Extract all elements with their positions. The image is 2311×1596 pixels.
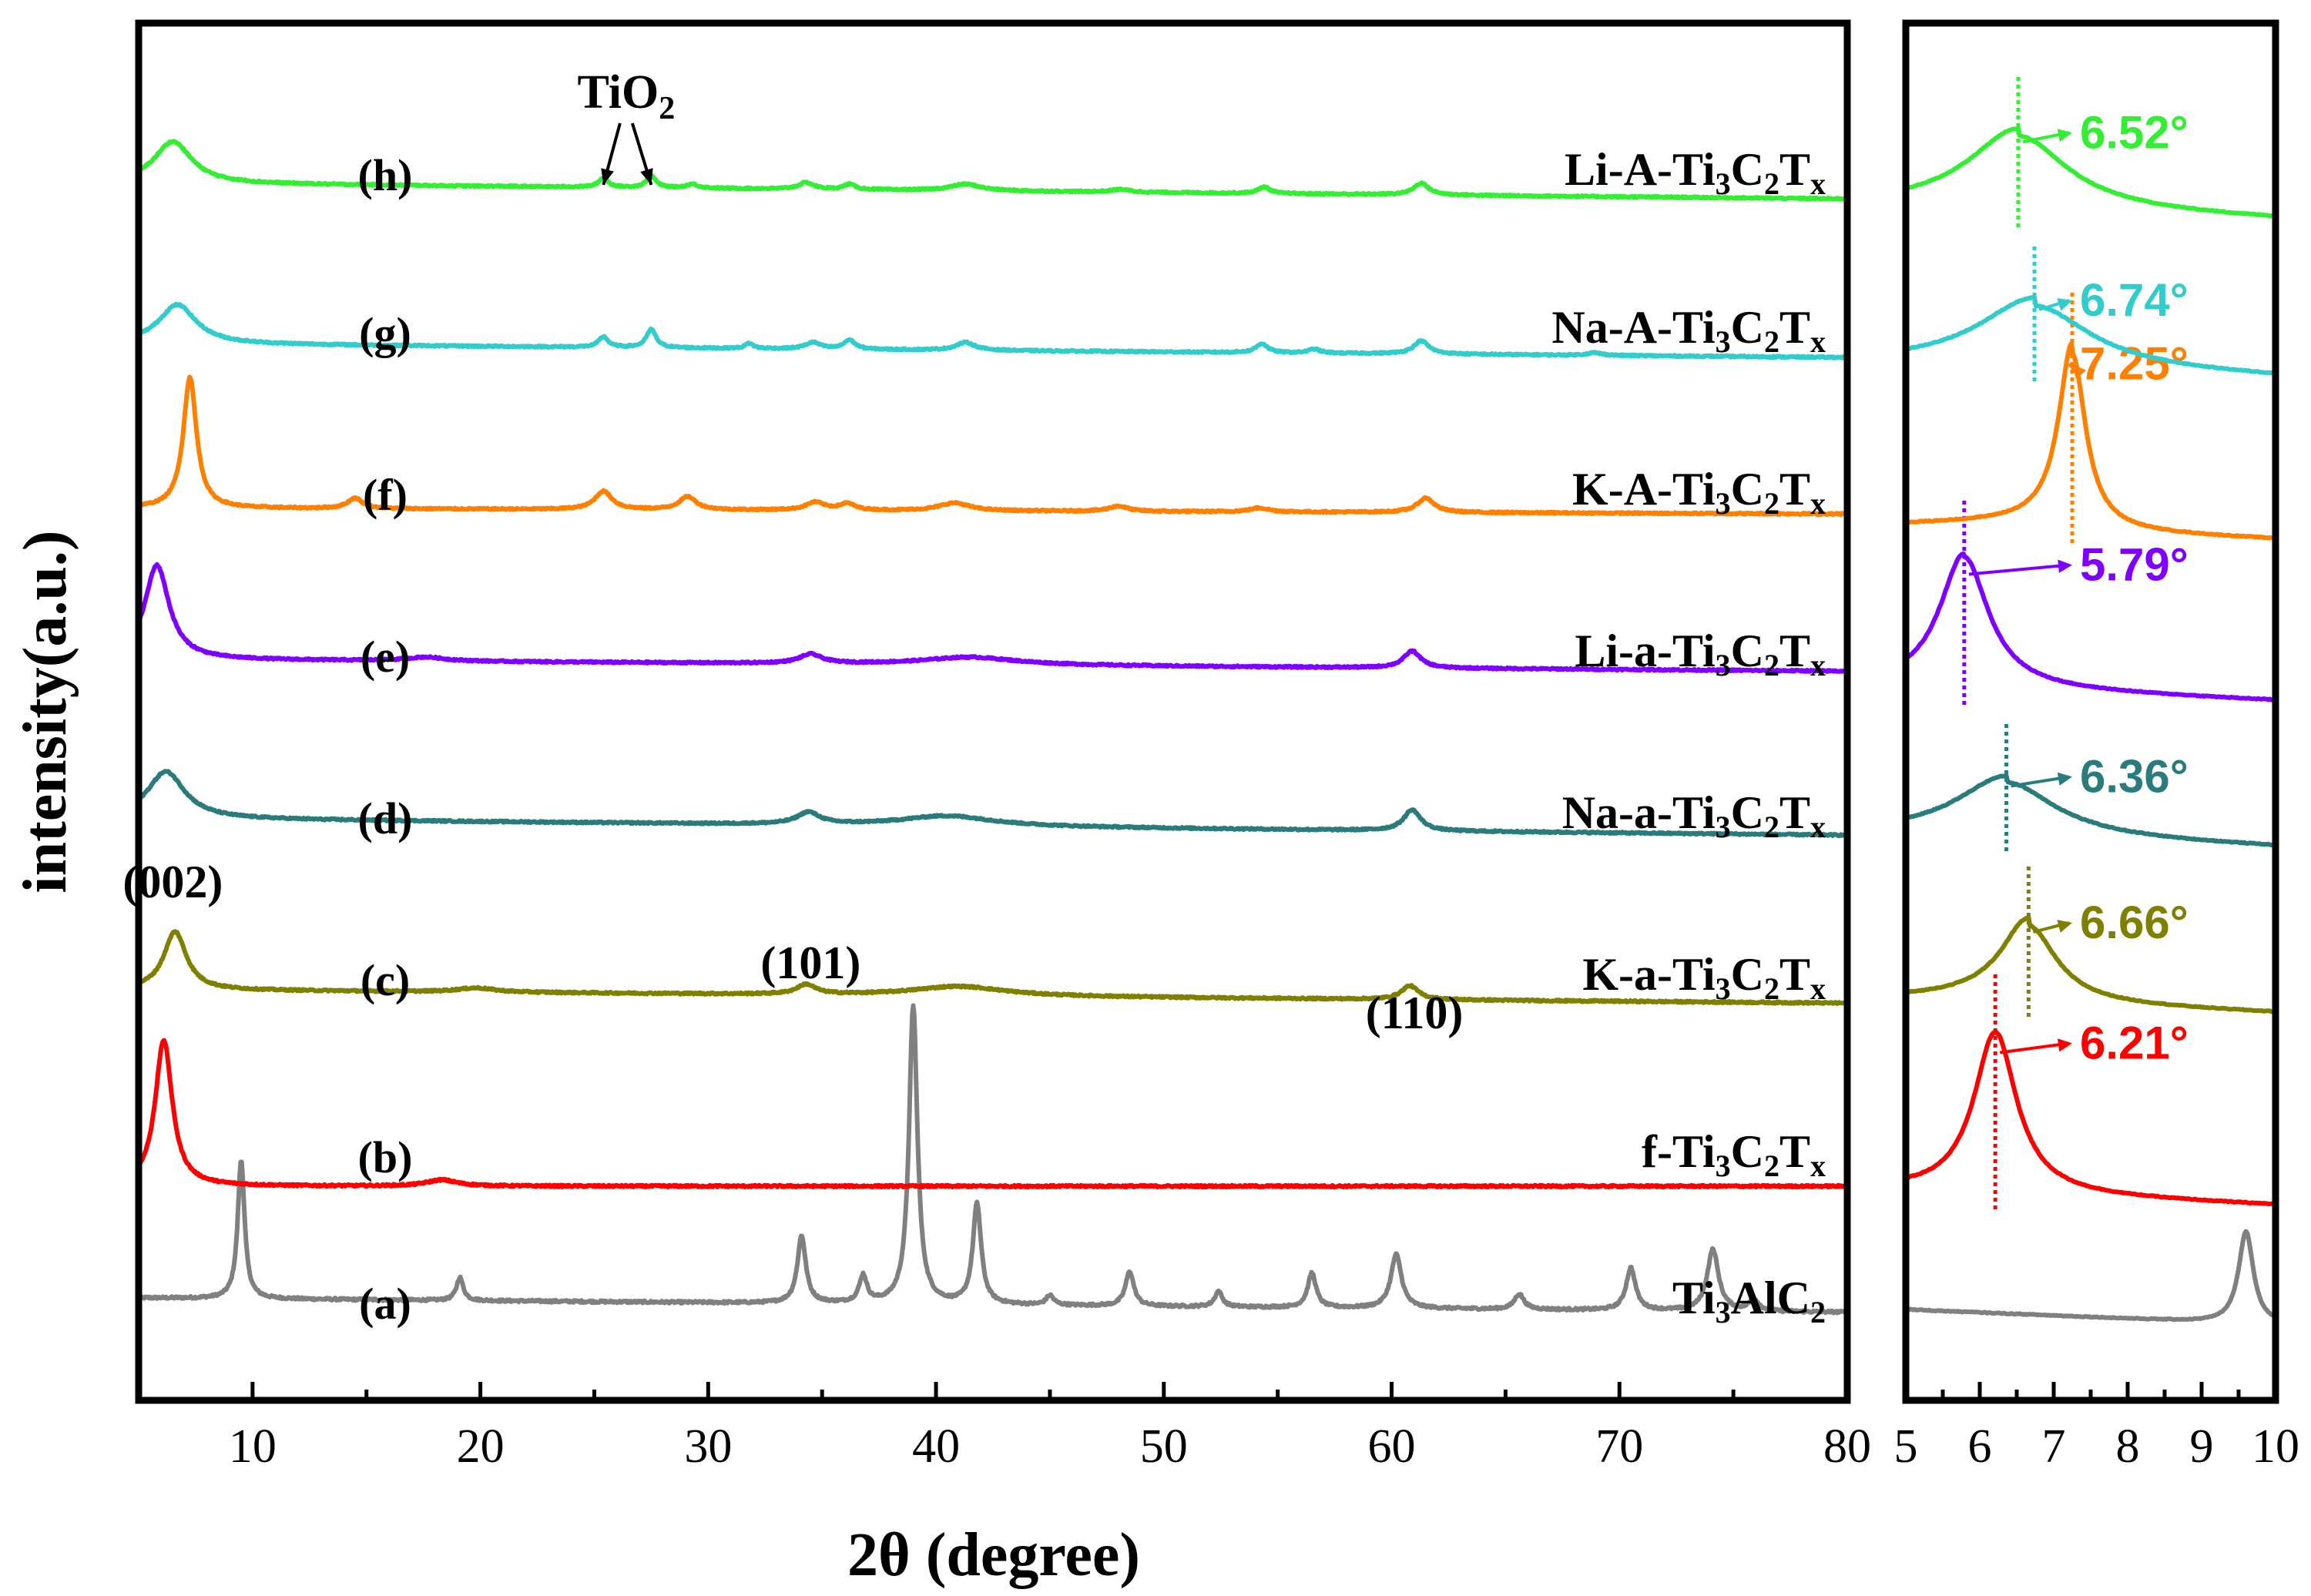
series-line-d xyxy=(136,769,1849,838)
series-name-d: Na-a-Ti3C2Tx xyxy=(1562,787,1826,844)
zoom-peak-arrowhead-e xyxy=(2058,559,2072,573)
zoom-xtick-label-8: 8 xyxy=(2116,1420,2140,1473)
zoom-series-line-h xyxy=(1904,126,2277,219)
zoom-peak-label-h: 6.52° xyxy=(2080,106,2189,158)
series-name-e: Li-a-Ti3C2Tx xyxy=(1575,625,1826,682)
zoom-peak-arrowhead-f xyxy=(2072,364,2087,379)
tio2-arrowhead-0 xyxy=(601,168,614,185)
zoom-xtick-label-6: 6 xyxy=(1968,1420,1992,1473)
series-name-g: Na-A-Ti3C2Tx xyxy=(1551,302,1826,359)
zoom-series-line-c xyxy=(1904,915,2277,1014)
zoom-peak-arrow-e xyxy=(1968,563,2070,576)
series-name-c: K-a-Ti3C2Tx xyxy=(1582,949,1826,1006)
series-letter-a: (a) xyxy=(359,1279,411,1329)
zoom-series-line-b xyxy=(1904,1029,2277,1207)
zoom-peak-arrowhead-c xyxy=(2057,920,2072,933)
zoom-series-line-a xyxy=(1904,1229,2277,1323)
zoom-xtick-label-10: 10 xyxy=(2252,1420,2299,1473)
series-line-a xyxy=(136,1003,1848,1316)
zoom-xtick-label-5: 5 xyxy=(1894,1420,1918,1473)
zoom-panel-curves: 6.21°6.66°6.36°5.79°7.25°6.74°6.52° xyxy=(1904,77,2277,1323)
zoom-peak-label-d: 6.36° xyxy=(2080,751,2189,803)
series-letter-d: (d) xyxy=(358,793,413,843)
zoom-peak-label-b: 6.21° xyxy=(2080,1018,2189,1069)
x-axis-label: 2θ (degree) xyxy=(847,1521,1140,1589)
labels-layer: (a) Ti3AlC2 (b) f-Ti3C2Tx (c) K-a-Ti3C2Tx (d) N… xyxy=(122,66,1826,1329)
series-letter-f: (f) xyxy=(363,470,408,520)
main-xtick-label-80: 80 xyxy=(1823,1420,1871,1473)
zoom-peak-arrowhead-b xyxy=(2057,1038,2072,1052)
zoom-peak-arrow-b xyxy=(1999,1041,2070,1054)
main-xtick-label-60: 60 xyxy=(1368,1420,1416,1473)
zoom-peak-arrowhead-d xyxy=(2057,772,2072,786)
series-letter-e: (e) xyxy=(361,632,410,682)
zoom-peak-arrowhead-h xyxy=(2057,129,2072,142)
series-name-a: Ti3AlC2 xyxy=(1672,1272,1826,1329)
zoom-peak-arrowhead-g xyxy=(2057,297,2072,311)
series-line-c xyxy=(137,929,1848,1006)
main-xtick-label-10: 10 xyxy=(229,1420,277,1473)
hkl-label-1: (101) xyxy=(760,937,860,988)
y-axis-label: intensity(a.u.) xyxy=(12,530,79,893)
main-xtick-label-20: 20 xyxy=(457,1420,505,1473)
main-panel-curves xyxy=(136,139,1849,1316)
series-letter-g: (g) xyxy=(359,308,411,358)
series-name-h: Li-A-Ti3C2Tx xyxy=(1565,144,1826,201)
zoom-series-line-d xyxy=(1904,773,2277,847)
zoom-peak-label-g: 6.74° xyxy=(2080,274,2189,326)
series-name-b: f-Ti3C2Tx xyxy=(1642,1126,1826,1183)
zoom-plot-frame xyxy=(1902,19,2279,1404)
series-letter-c: (c) xyxy=(361,955,410,1005)
series-line-h xyxy=(137,139,1848,202)
series-line-b xyxy=(137,1038,1848,1190)
main-xtick-label-40: 40 xyxy=(912,1420,960,1473)
series-letter-b: (b) xyxy=(358,1132,413,1182)
zoom-series-line-f xyxy=(1904,340,2277,541)
series-line-f xyxy=(137,374,1848,518)
zoom-xtick-label-7: 7 xyxy=(2042,1420,2066,1473)
axis-ticks: 10 20 30 40 50 60 70 80 5 6 7 8 9 10 xyxy=(136,1382,2299,1473)
main-plot-frame xyxy=(135,19,1851,1404)
main-xtick-label-50: 50 xyxy=(1140,1420,1188,1473)
tio2-arrowhead-1 xyxy=(640,168,653,185)
zoom-series-line-e xyxy=(1904,552,2277,702)
series-name-f: K-A-Ti3C2Tx xyxy=(1572,464,1826,521)
series-letter-h: (h) xyxy=(358,150,413,200)
series-line-e xyxy=(136,562,1849,675)
main-xtick-label-70: 70 xyxy=(1595,1420,1643,1473)
tio2-label: TiO2 xyxy=(578,66,676,126)
main-xtick-label-30: 30 xyxy=(684,1420,732,1473)
zoom-peak-label-c: 6.66° xyxy=(2080,897,2189,948)
hkl-label-2: (110) xyxy=(1366,987,1464,1038)
zoom-series-line-g xyxy=(1904,295,2277,376)
zoom-peak-label-e: 5.79° xyxy=(2080,539,2189,591)
series-line-g xyxy=(137,301,1848,360)
zoom-xtick-label-9: 9 xyxy=(2190,1420,2214,1473)
